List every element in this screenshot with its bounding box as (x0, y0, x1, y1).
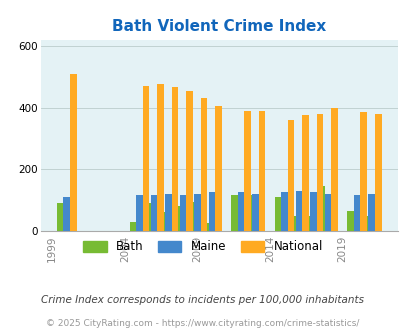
Bar (158, 213, 165, 231)
Bar (129, 222, 136, 231)
Bar (368, 194, 374, 231)
Bar (171, 87, 178, 231)
Bar (215, 106, 221, 231)
Bar (202, 223, 208, 231)
Bar (165, 194, 171, 231)
Bar (70, 74, 77, 231)
Bar (200, 98, 207, 231)
Bar (274, 197, 281, 231)
Bar (324, 194, 330, 231)
Legend: Bath, Maine, National: Bath, Maine, National (78, 236, 327, 258)
Title: Bath Violent Crime Index: Bath Violent Crime Index (112, 19, 326, 34)
Bar (231, 195, 237, 231)
Bar (157, 84, 163, 231)
Text: © 2025 CityRating.com - https://www.cityrating.com/crime-statistics/: © 2025 CityRating.com - https://www.city… (46, 319, 359, 328)
Bar (302, 115, 308, 231)
Bar (144, 203, 150, 231)
Bar (244, 111, 250, 231)
Bar (374, 114, 381, 231)
Bar (187, 202, 194, 231)
Bar (57, 203, 63, 231)
Bar (186, 90, 192, 231)
Bar (179, 195, 186, 231)
Bar (316, 114, 323, 231)
Bar (361, 215, 368, 231)
Bar (330, 108, 337, 231)
Bar (252, 194, 258, 231)
Bar (309, 192, 316, 231)
Bar (353, 195, 360, 231)
Bar (258, 111, 265, 231)
Bar (347, 211, 353, 231)
Bar (173, 206, 179, 231)
Bar (194, 194, 200, 231)
Bar (281, 192, 287, 231)
Bar (245, 195, 252, 231)
Bar (150, 195, 157, 231)
Bar (237, 192, 244, 231)
Text: Crime Index corresponds to incidents per 100,000 inhabitants: Crime Index corresponds to incidents per… (41, 295, 364, 305)
Bar (289, 215, 295, 231)
Bar (360, 112, 366, 231)
Bar (303, 215, 309, 231)
Bar (318, 186, 324, 231)
Bar (142, 86, 149, 231)
Bar (295, 191, 302, 231)
Bar (63, 197, 70, 231)
Bar (208, 192, 215, 231)
Bar (287, 120, 294, 231)
Bar (136, 195, 142, 231)
